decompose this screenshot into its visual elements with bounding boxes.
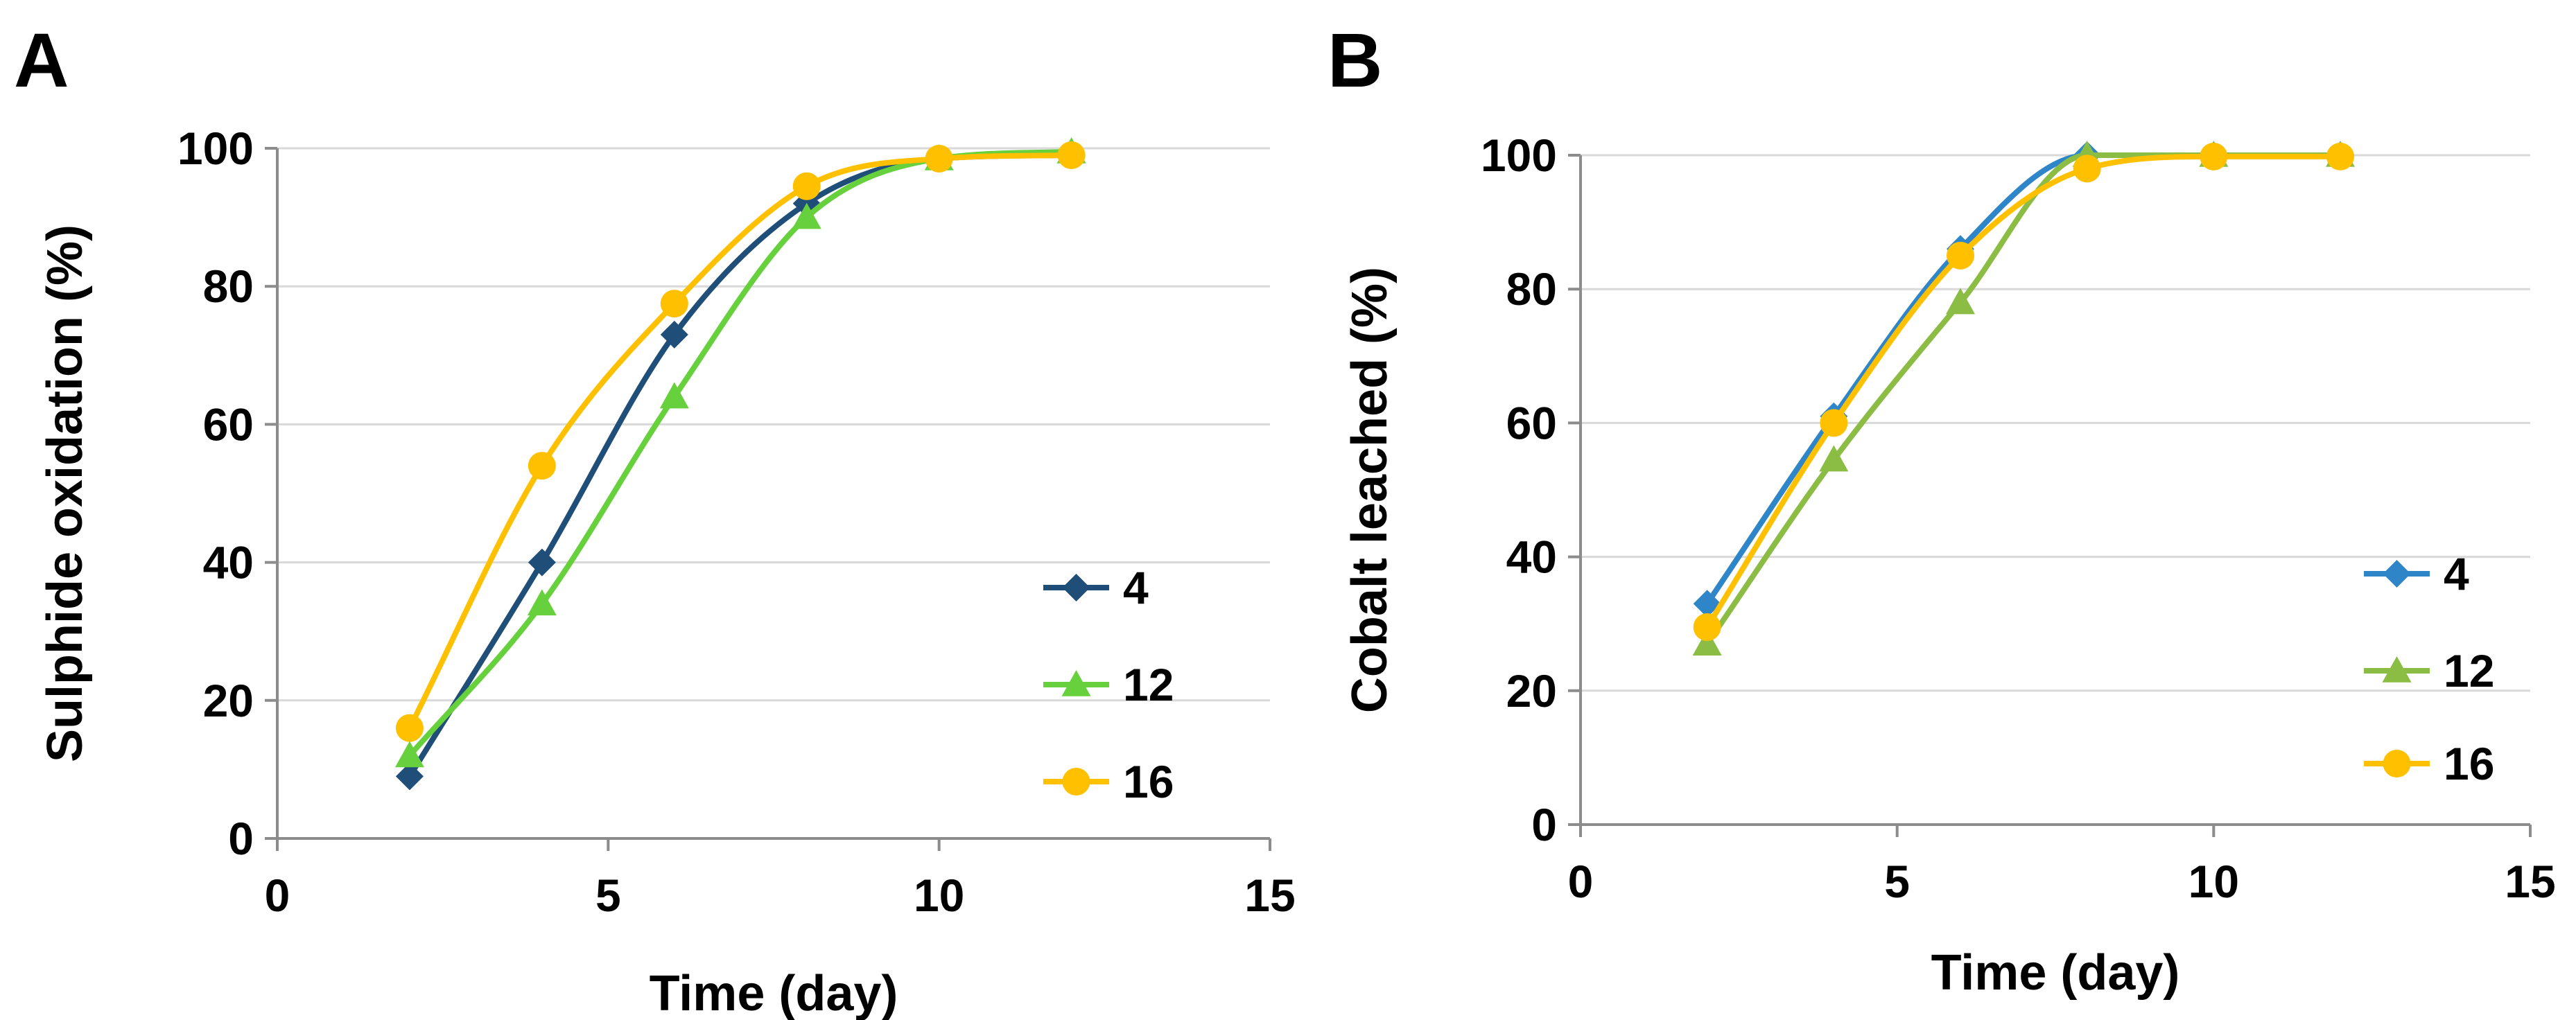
panel-b-legend-marker — [2382, 656, 2412, 683]
panel-a-ytick-label: 100 — [177, 123, 254, 174]
panel-a-legend-entry-12: 12 — [1043, 659, 1174, 710]
panel-b-series-line-4 — [1704, 152, 2343, 607]
panel-a-ytick-label: 40 — [203, 537, 254, 588]
panel-a-data-point-12 — [659, 382, 689, 409]
panel-b-ytick-label: 60 — [1506, 397, 1557, 448]
panel-b-legend-label: 12 — [2444, 645, 2494, 696]
panel-b-data-point-16 — [2073, 155, 2101, 183]
panel-b-series-12 — [1692, 141, 2355, 656]
panel-a-series-12 — [394, 137, 1086, 768]
panel-a-data-point-12 — [792, 202, 821, 229]
panel-a-data-point-4 — [528, 548, 556, 577]
panel-a-ytick-label: 80 — [203, 261, 254, 312]
panel-a-data-point-16 — [925, 144, 953, 173]
panel-b-y-axis-title: Cobalt leached (%) — [1342, 267, 1398, 713]
panel-a-data-point-16 — [395, 714, 424, 742]
panel-a-data-point-4 — [660, 320, 688, 349]
panel-a-data-point-12 — [527, 589, 557, 616]
panel-a-ytick-label: 20 — [203, 675, 254, 726]
panel-a-chart: A 0 20 40 60 80 100 0 5 10 15 Time (day) Sulphide ox… — [14, 18, 1296, 1020]
panel-b-x-axis-title: Time (day) — [1931, 945, 2180, 1001]
panel-b-xtick-label: 10 — [2188, 856, 2239, 907]
panel-a-series-16 — [395, 141, 1086, 742]
panel-b-label: B — [1328, 18, 1382, 103]
panel-b-legend-entry-12: 12 — [2364, 645, 2494, 696]
panel-b-legend-label: 4 — [2444, 548, 2469, 599]
panel-b-data-point-16 — [1693, 613, 1721, 642]
panel-b-ytick-label: 40 — [1506, 531, 1557, 583]
panel-a-legend-marker — [1062, 768, 1090, 795]
panel-b-data-point-16 — [2200, 142, 2228, 170]
panel-a-xtick-label: 15 — [1244, 870, 1295, 921]
panel-b-data-point-16 — [2326, 142, 2354, 170]
panel-b-xtick-label: 5 — [1884, 856, 1910, 907]
panel-a-x-axis-title: Time (day) — [650, 966, 898, 1020]
panel-a-ytick-label: 0 — [228, 813, 254, 864]
panel-b-chart: B 0 20 40 60 80 100 0 5 10 15 Time (day) Cobalt leac… — [1328, 18, 2556, 1001]
panel-b-xtick-label: 15 — [2505, 856, 2555, 907]
panel-b-legend-label: 16 — [2444, 738, 2494, 789]
panel-a-legend-marker — [1061, 670, 1091, 696]
panel-b-legend-marker — [2383, 560, 2411, 588]
panel-b-ytick-label: 80 — [1506, 263, 1557, 315]
panel-b-data-point-12 — [1692, 629, 1722, 656]
panel-a-legend-entry-16: 16 — [1043, 756, 1174, 807]
panel-a-series-line-12 — [406, 148, 1074, 759]
panel-b-legend-marker — [2383, 750, 2411, 777]
panel-a-label: A — [14, 18, 69, 103]
panel-a-data-point-16 — [1057, 141, 1086, 169]
panel-a-legend-label: 4 — [1123, 562, 1149, 613]
panel-b-ytick-label: 100 — [1481, 130, 1557, 181]
panel-b-series-line-12 — [1704, 152, 2343, 647]
panel-b-data-point-12 — [1819, 445, 1849, 472]
panel-a-legend-label: 16 — [1123, 756, 1174, 807]
panel-b-data-point-12 — [1946, 288, 1975, 315]
panel-b-data-point-16 — [1820, 409, 1848, 437]
panel-a-series-line-4 — [406, 152, 1074, 780]
panel-a-data-point-16 — [660, 290, 688, 318]
panel-b-ytick-label: 0 — [1531, 799, 1557, 850]
panel-b-series-16 — [1693, 142, 2354, 642]
panel-a-data-point-12 — [394, 741, 424, 768]
panel-a-data-point-16 — [528, 452, 556, 480]
panel-b-legend-entry-16: 16 — [2364, 738, 2494, 789]
panel-b-data-point-16 — [1947, 241, 1974, 270]
panel-a-data-point-16 — [792, 172, 821, 200]
panel-a-data-point-4 — [395, 762, 424, 791]
panel-a-legend-label: 12 — [1123, 659, 1174, 710]
panel-a-xtick-label: 0 — [265, 870, 290, 921]
panel-a-xtick-label: 10 — [914, 870, 964, 921]
panel-a-legend-marker — [1062, 574, 1090, 601]
panel-a-legend-entry-4: 4 — [1043, 562, 1149, 613]
panel-a-ytick-label: 60 — [203, 398, 254, 450]
panel-a-y-axis-title: Sulphide oxidation (%) — [37, 225, 93, 762]
panel-b-ytick-label: 20 — [1506, 665, 1557, 716]
panel-a-xtick-label: 5 — [595, 870, 621, 921]
panel-b-xtick-label: 0 — [1568, 856, 1594, 907]
panel-b-legend-entry-4: 4 — [2364, 548, 2469, 599]
